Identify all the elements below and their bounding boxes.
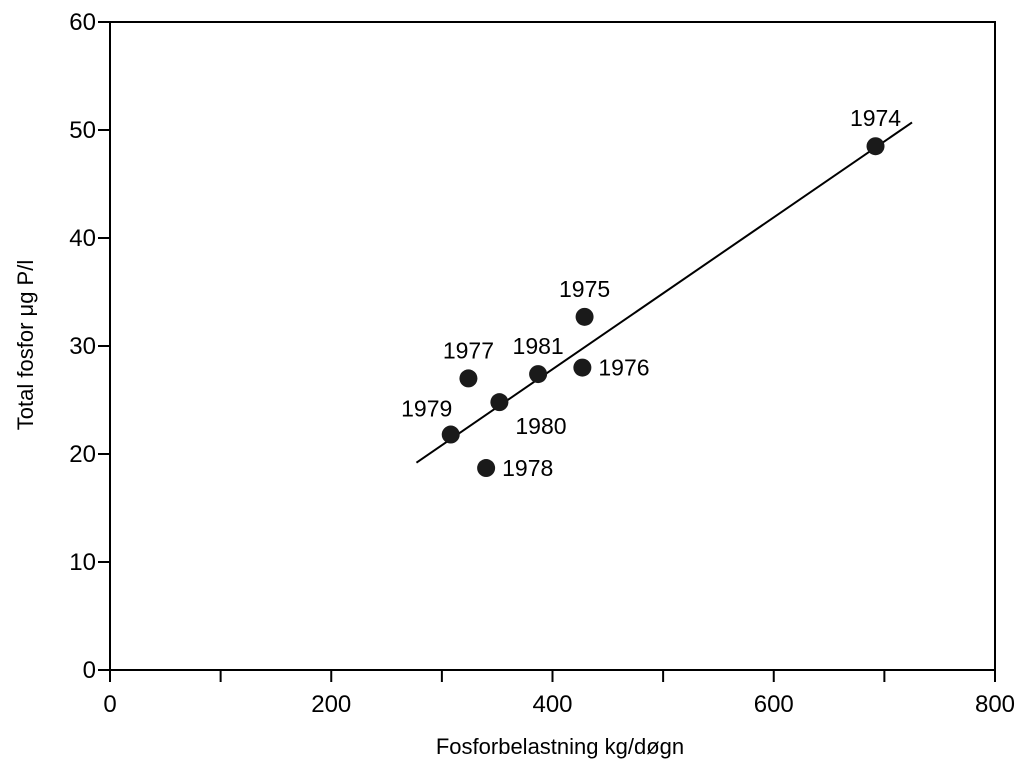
y-tick-label: 0 — [83, 657, 96, 684]
x-tick-label: 600 — [754, 691, 794, 718]
y-axis-label: Total fosfor μg P/l — [13, 260, 38, 430]
data-points: 1974 1975 1976 1977 1978 1979 1980 1981 — [401, 105, 901, 481]
y-tick-label: 20 — [69, 441, 96, 468]
y-tick-label: 60 — [69, 9, 96, 36]
point-label: 1979 — [401, 396, 452, 422]
x-tick-label: 400 — [532, 691, 572, 718]
fit-line-group — [415, 121, 913, 464]
data-point — [441, 425, 460, 444]
y-tick-label: 30 — [69, 333, 96, 360]
y-tick-label: 40 — [69, 225, 96, 252]
point-label: 1981 — [513, 333, 564, 359]
data-point — [459, 369, 478, 388]
x-axis-ticks: 0 200 400 600 800 — [103, 670, 1015, 718]
point-label: 1978 — [502, 455, 553, 481]
regression-line — [415, 121, 913, 464]
data-point — [575, 307, 594, 326]
x-axis-label: Fosforbelastning kg/døgn — [436, 734, 684, 759]
y-tick-label: 50 — [69, 117, 96, 144]
data-point — [490, 393, 509, 412]
point-label: 1976 — [598, 355, 649, 381]
data-point — [866, 137, 885, 156]
point-label: 1975 — [559, 276, 610, 302]
x-tick-label: 800 — [975, 691, 1015, 718]
data-point — [477, 459, 496, 478]
y-axis-ticks: 0 10 20 30 40 50 60 — [69, 9, 110, 684]
data-point — [529, 365, 548, 384]
point-label: 1974 — [850, 105, 901, 131]
y-tick-label: 10 — [69, 549, 96, 576]
point-label: 1980 — [515, 413, 566, 439]
data-point — [573, 358, 592, 377]
x-tick-label: 200 — [311, 691, 351, 718]
point-label: 1977 — [443, 337, 494, 363]
x-tick-label: 0 — [103, 691, 116, 718]
